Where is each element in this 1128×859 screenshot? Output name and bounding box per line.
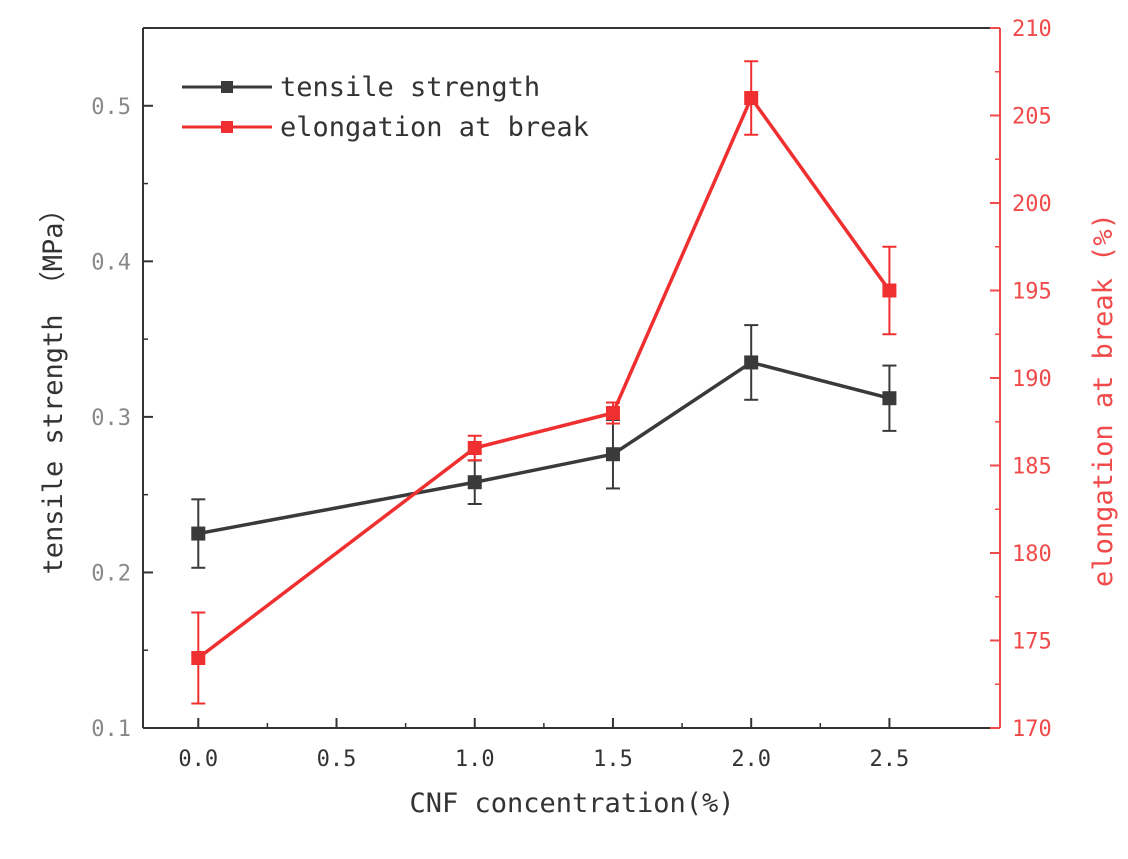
y-right-tick-label: 185	[1012, 455, 1052, 480]
legend-label-elongation-at-break: elongation at break	[280, 112, 589, 143]
data-point	[605, 447, 620, 462]
y-left-tick-label: 0.1	[91, 717, 131, 742]
legend-label-tensile-strength: tensile strength	[280, 72, 540, 103]
y-left-tick-label: 0.3	[91, 406, 131, 431]
data-point	[744, 355, 759, 370]
series-layer	[191, 60, 897, 705]
y-right-tick-label: 175	[1012, 630, 1052, 655]
series-line-tensile-strength	[197, 360, 890, 536]
x-tick-label: 1.5	[593, 747, 633, 772]
legend-marker-elongation-at-break	[221, 121, 233, 133]
legend-marker-tensile-strength	[221, 81, 233, 93]
y-left-tick-label: 0.4	[91, 250, 131, 275]
y-axis-right-title: elongation at break (%)	[1088, 213, 1119, 587]
y-left-tick-label: 0.2	[91, 561, 131, 586]
y-right-tick-label: 210	[1012, 17, 1052, 42]
y-right-tick-label: 170	[1012, 717, 1052, 742]
y-left-tick-label: 0.5	[91, 95, 131, 120]
data-point	[882, 283, 897, 298]
y-right-tick-label: 200	[1012, 192, 1052, 217]
data-point	[744, 91, 759, 105]
y-right-tick-label: 195	[1012, 280, 1052, 305]
x-tick-label: 1.0	[455, 747, 495, 772]
series-line-elongation-at-break	[197, 96, 891, 660]
x-tick-label: 0.5	[317, 747, 357, 772]
y-right-tick-label: 180	[1012, 542, 1052, 567]
data-point	[882, 391, 897, 406]
x-axis-title: CNF concentration(%)	[409, 788, 734, 819]
y-right-tick-label: 205	[1012, 105, 1052, 130]
data-point	[605, 406, 620, 420]
y-right-tick-label: 190	[1012, 367, 1052, 392]
axes: 0.0 0.5 1.0 1.5 2.0 2.5 0.1 0.2 0.3 0.4 0.5 170 175 1…	[91, 17, 1052, 772]
x-tick-label: 2.5	[870, 747, 910, 772]
series-tensile-strength	[191, 324, 897, 569]
series-elongation-at-break	[191, 60, 897, 705]
y-axis-left-title: tensile strength （MPa）	[38, 195, 69, 574]
data-point	[191, 651, 206, 665]
data-point	[467, 441, 482, 455]
x-tick-label: 2.0	[731, 747, 771, 772]
x-tick-label: 0.0	[178, 747, 218, 772]
data-point	[191, 526, 206, 541]
legend: tensile strength elongation at break	[182, 72, 589, 143]
data-point	[467, 475, 482, 490]
